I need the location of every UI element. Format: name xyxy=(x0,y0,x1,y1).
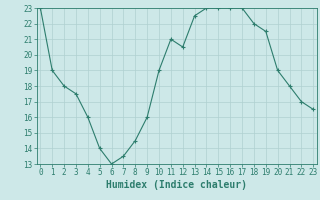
X-axis label: Humidex (Indice chaleur): Humidex (Indice chaleur) xyxy=(106,180,247,190)
